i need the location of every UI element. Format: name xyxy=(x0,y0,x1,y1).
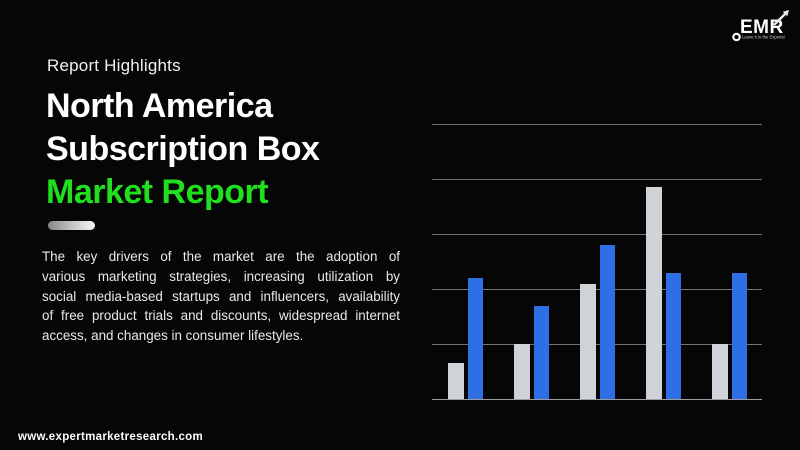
paragraph-line: various marketing strategies, increasing… xyxy=(42,268,400,284)
gridline xyxy=(432,234,762,235)
title-line-2: Subscription Box xyxy=(46,130,320,168)
paragraph-line: access, and changes in consumer lifestyl… xyxy=(42,328,304,344)
blue-series-bar xyxy=(534,305,549,399)
gray-series-bar xyxy=(448,363,464,399)
gray-series-bar xyxy=(580,283,596,399)
paragraph-line: The key drivers of the market are the ad… xyxy=(42,249,400,264)
gray-series-bar xyxy=(712,344,728,399)
blue-series-bar xyxy=(468,278,483,399)
blue-series-bar xyxy=(732,272,747,399)
blue-series-bar xyxy=(600,245,615,399)
bar-group xyxy=(712,272,747,399)
website-url: www.expertmarketresearch.com xyxy=(18,431,204,443)
title-line-3: Market Report xyxy=(46,173,269,211)
page-title: North America Subscription Box Market Re… xyxy=(46,85,320,214)
gridline xyxy=(432,179,762,180)
bar-group xyxy=(646,187,681,399)
title-underline-pill xyxy=(48,221,95,230)
bar-group xyxy=(580,245,615,399)
blue-series-bar xyxy=(666,272,681,399)
emr-logo-text: EMR xyxy=(740,17,784,38)
gray-series-bar xyxy=(646,187,662,399)
gray-series-bar xyxy=(514,344,530,399)
magnifier-ring-icon xyxy=(732,32,741,42)
paragraph-line: social media-based startups and influenc… xyxy=(42,288,400,304)
key-drivers-paragraph: The key drivers of the market are the ad… xyxy=(42,247,400,346)
eyebrow-label: Report Highlights xyxy=(47,56,181,75)
bar-chart xyxy=(432,124,762,400)
arrow-up-right-icon xyxy=(773,10,789,26)
gridline xyxy=(432,124,762,125)
bar-group xyxy=(514,305,549,399)
logo-tagline: Leave it to the Experts! xyxy=(742,35,785,40)
paragraph-line: of free product trials and discounts, wi… xyxy=(42,308,400,324)
gridline xyxy=(432,289,762,290)
emr-logo: EMR Leave it to the Experts! xyxy=(732,10,789,42)
bar-group xyxy=(448,278,483,399)
gridline xyxy=(432,344,762,345)
title-line-1: North America xyxy=(46,87,273,125)
